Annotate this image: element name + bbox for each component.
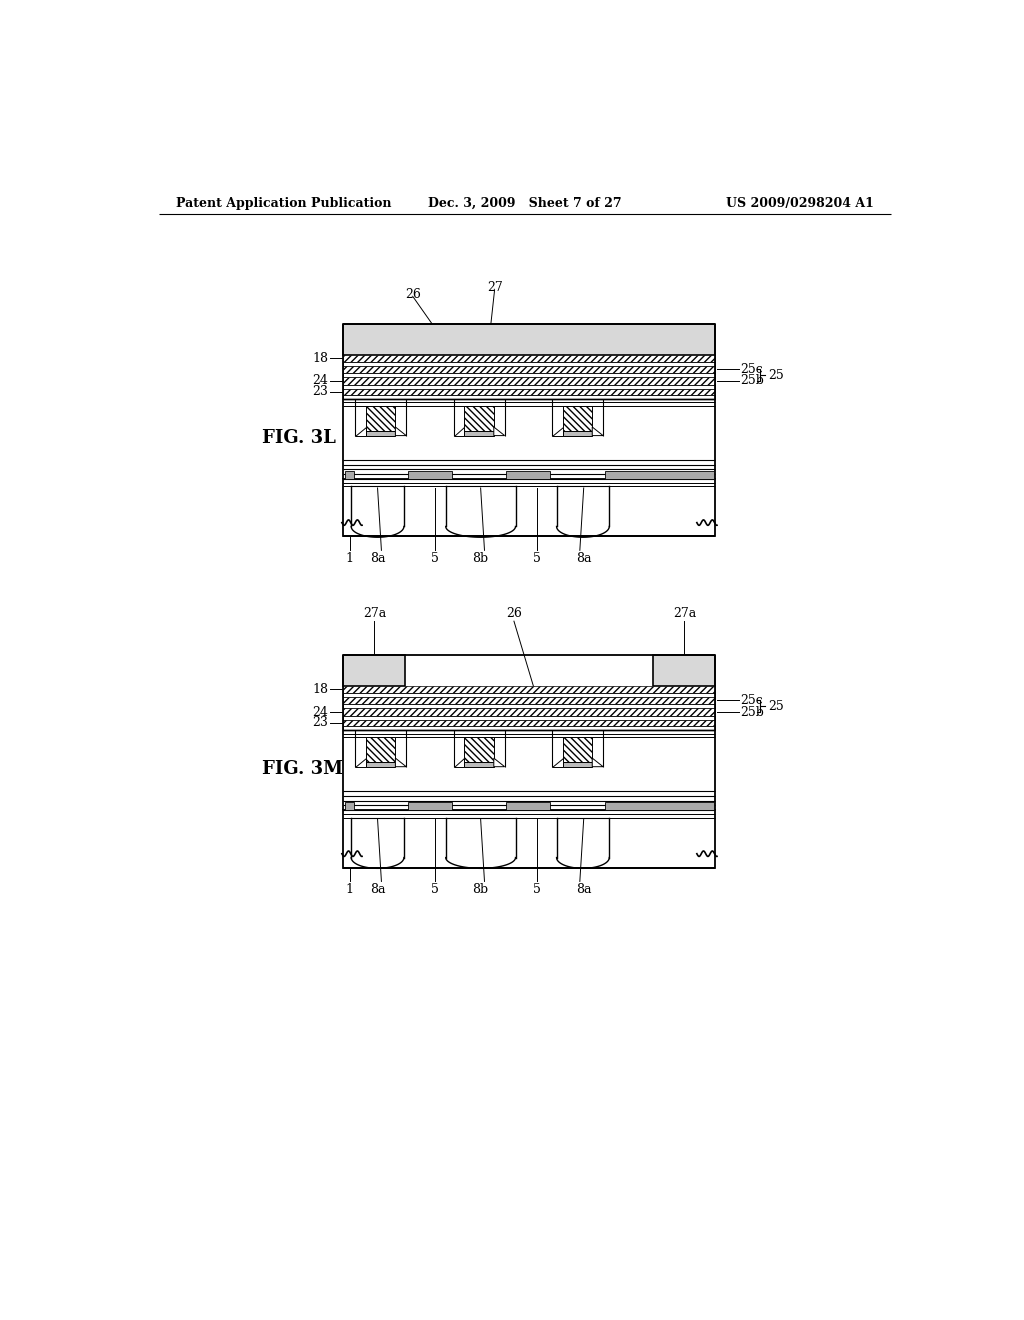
Text: 1: 1 (346, 883, 353, 896)
Text: 26: 26 (406, 288, 421, 301)
Text: 5: 5 (431, 552, 439, 565)
Bar (563, 430, 592, 436)
Text: 25b: 25b (740, 705, 764, 718)
Polygon shape (355, 758, 366, 767)
Bar (345, 471, 353, 479)
Bar (366, 430, 395, 436)
Polygon shape (592, 426, 603, 436)
Polygon shape (552, 758, 563, 767)
Bar (343, 385, 716, 388)
Text: 25: 25 (768, 700, 784, 713)
Bar (366, 762, 395, 767)
Text: 8a: 8a (575, 883, 592, 896)
Text: 25b: 25b (740, 375, 764, 388)
Bar (563, 407, 592, 430)
Text: 18: 18 (312, 351, 328, 364)
Text: 8a: 8a (370, 552, 385, 565)
Text: 27: 27 (486, 281, 503, 294)
Bar (343, 655, 406, 686)
Text: 25c: 25c (740, 363, 763, 376)
Bar (653, 655, 716, 686)
Text: 27a: 27a (362, 607, 386, 620)
Text: 23: 23 (312, 385, 328, 399)
Polygon shape (355, 426, 366, 436)
Bar (604, 803, 714, 809)
Polygon shape (395, 758, 407, 767)
Polygon shape (454, 758, 464, 767)
Polygon shape (552, 426, 563, 436)
Bar (345, 803, 353, 809)
Text: Patent Application Publication: Patent Application Publication (176, 197, 391, 210)
Polygon shape (592, 758, 603, 767)
Bar (343, 479, 716, 536)
Bar (343, 362, 716, 366)
Bar (343, 719, 716, 726)
Bar (366, 407, 395, 430)
Text: FIG. 3M: FIG. 3M (262, 760, 343, 777)
Bar (343, 693, 716, 697)
Bar (343, 388, 716, 395)
Text: 26: 26 (506, 607, 522, 620)
Bar (343, 810, 716, 867)
Text: 8a: 8a (575, 552, 592, 565)
Text: FIG. 3L: FIG. 3L (262, 429, 336, 447)
Bar (343, 697, 716, 705)
Bar (464, 762, 494, 767)
Text: 18: 18 (312, 682, 328, 696)
Text: 27a: 27a (673, 607, 696, 620)
Text: 8a: 8a (370, 883, 385, 896)
Text: 5: 5 (534, 883, 541, 896)
Bar (343, 355, 716, 362)
Bar (506, 471, 550, 479)
Text: 24: 24 (312, 705, 328, 718)
Bar (343, 726, 716, 730)
Text: 23: 23 (312, 717, 328, 730)
Bar (464, 738, 494, 762)
Text: 25: 25 (768, 368, 784, 381)
Text: 5: 5 (431, 883, 439, 896)
Bar (343, 686, 716, 693)
Polygon shape (494, 758, 505, 767)
Bar (464, 430, 494, 436)
Bar (604, 471, 714, 479)
Bar (343, 323, 716, 355)
Polygon shape (454, 426, 464, 436)
Bar (343, 715, 716, 719)
Bar (506, 803, 550, 809)
Polygon shape (395, 426, 407, 436)
Text: Dec. 3, 2009   Sheet 7 of 27: Dec. 3, 2009 Sheet 7 of 27 (428, 197, 622, 210)
Bar (343, 366, 716, 374)
Text: 25c: 25c (740, 694, 763, 708)
Bar (408, 803, 452, 809)
Polygon shape (494, 426, 505, 436)
Bar (343, 705, 716, 708)
Text: US 2009/0298204 A1: US 2009/0298204 A1 (726, 197, 873, 210)
Bar (408, 471, 452, 479)
Bar (343, 374, 716, 378)
Text: 24: 24 (312, 375, 328, 388)
Bar (343, 395, 716, 399)
Bar (366, 738, 395, 762)
Text: 1: 1 (346, 552, 353, 565)
Text: 5: 5 (534, 552, 541, 565)
Text: 8b: 8b (472, 552, 488, 565)
Text: 8b: 8b (472, 883, 488, 896)
Bar (563, 738, 592, 762)
Bar (563, 762, 592, 767)
Bar (464, 407, 494, 430)
Bar (343, 378, 716, 385)
Bar (343, 708, 716, 715)
